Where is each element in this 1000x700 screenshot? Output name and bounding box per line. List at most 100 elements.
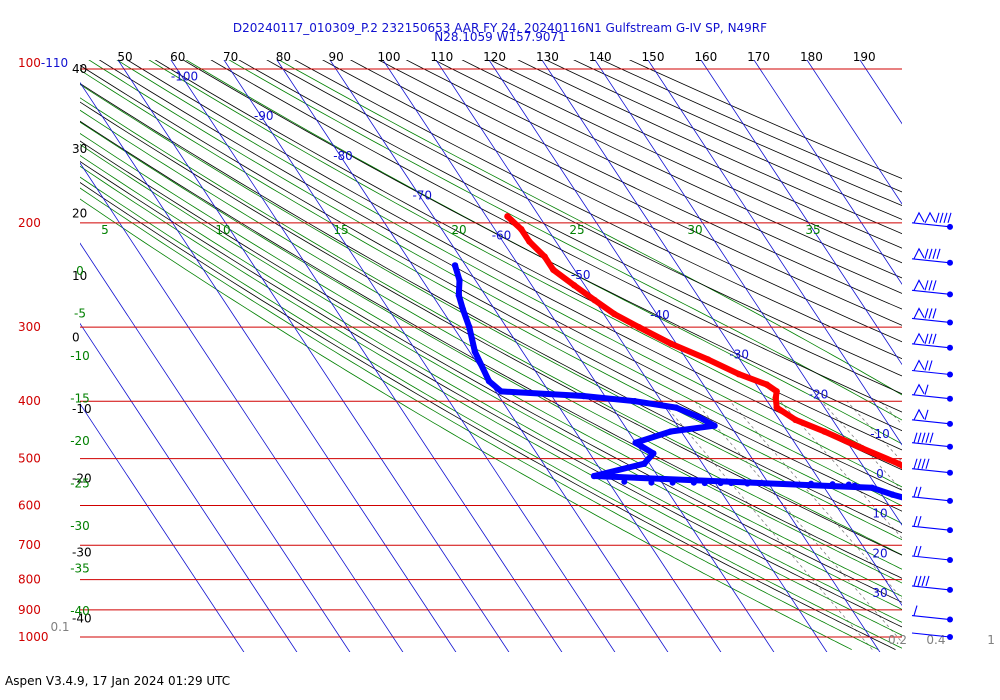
wind-barb-staff — [911, 632, 951, 638]
pressure-label: 200 — [18, 216, 41, 230]
dry-adiabat-line — [80, 82, 902, 534]
theta-label: 60 — [170, 50, 185, 64]
wind-barb-staff — [911, 289, 951, 295]
moist-adiabat-label: 20 — [451, 223, 466, 237]
wind-barb-tick — [928, 360, 933, 371]
wind-barb-pennant — [913, 408, 925, 421]
wind-barb-tick — [928, 248, 933, 259]
wind-barb-staff — [911, 496, 951, 502]
dewpoint-point — [471, 348, 479, 355]
wind-barb-tick — [924, 333, 929, 344]
isotherm-label: -100 — [171, 69, 198, 83]
dewpoint-scatter-point — [845, 481, 852, 488]
wind-barb — [911, 359, 953, 378]
wind-barb — [911, 408, 953, 427]
wind-barbs — [911, 211, 953, 640]
wind-barb-tick — [924, 248, 929, 259]
dewpoint-scatter-point — [808, 480, 815, 487]
dry-adiabat-line — [154, 60, 902, 451]
moist-adiabat-line — [88, 60, 902, 507]
isotherm-label: -20 — [809, 387, 829, 401]
temperature-point — [946, 489, 952, 495]
temperature-point — [735, 370, 742, 378]
moist-adiabat-line — [80, 176, 902, 649]
wind-barb-pennant — [913, 247, 925, 260]
dry-adiabat-line — [377, 60, 902, 310]
temperature-point — [792, 416, 799, 424]
dry-adiabat-line — [266, 60, 902, 377]
wind-barb — [911, 211, 953, 230]
dewpoint-point — [459, 306, 467, 313]
isotherm-label: -30 — [729, 348, 749, 362]
moist-adiabat-line — [80, 97, 902, 556]
height-label: -30 — [72, 545, 92, 559]
moist-adiabat-label: -30 — [70, 519, 90, 533]
isotherm-line — [223, 60, 616, 652]
wind-barb-tick — [921, 432, 926, 443]
theta-label: 100 — [378, 50, 401, 64]
moist-adiabat-label: 0 — [76, 264, 84, 278]
wind-barb — [911, 632, 953, 640]
mixing-ratio-label: 1 — [987, 633, 995, 647]
wind-barb-staff — [911, 555, 951, 561]
dry-adiabat-line — [294, 60, 902, 360]
wind-barb — [911, 332, 953, 351]
moist-adiabat-line — [80, 121, 902, 584]
isotherm-label: 30 — [872, 586, 887, 600]
wind-barb-pennant — [913, 383, 925, 395]
isotherm-line — [753, 60, 902, 285]
wind-barb-tick — [913, 575, 918, 587]
wind-barb-pennant — [924, 211, 936, 224]
mixing-ratio-line — [981, 401, 1000, 649]
wind-barb-tick — [936, 248, 941, 259]
moist-adiabat-line — [80, 154, 902, 623]
mixing-ratio-line — [942, 401, 1000, 649]
isotherm-line — [938, 17, 1000, 661]
temperature-point — [611, 310, 618, 318]
wind-barb-tick — [917, 432, 922, 443]
wind-barb-tick — [921, 575, 926, 587]
wind-barb-pennant — [913, 307, 925, 319]
moist-adiabat-label: -40 — [70, 604, 90, 618]
dry-adiabat-line — [80, 140, 902, 603]
temperature-point — [821, 428, 828, 435]
dewpoint-scatter-point — [829, 481, 836, 488]
moist-adiabat-label: -35 — [70, 562, 90, 576]
moist-adiabat-line — [185, 60, 902, 445]
dewpoint-point — [455, 292, 463, 299]
wind-barb-tick — [913, 486, 918, 497]
dewpoint-point — [996, 556, 1000, 562]
temperature-point — [773, 388, 780, 395]
wind-barb-tick — [928, 333, 933, 344]
wind-barb — [911, 486, 953, 504]
moist-adiabat-label: -25 — [70, 477, 90, 491]
dewpoint-point — [466, 323, 473, 331]
temperature-point — [921, 475, 927, 481]
wind-barb-staff — [911, 419, 951, 425]
moist-adiabat-line — [80, 69, 902, 524]
dewpoint-point — [650, 450, 657, 457]
pressure-label: 300 — [18, 320, 41, 334]
wind-barb — [911, 383, 953, 402]
isotherm-line — [80, 322, 298, 652]
height-label: 30 — [72, 142, 87, 156]
mixing-ratio-lines — [661, 400, 1000, 650]
temperature-point — [518, 225, 525, 233]
wind-barb-tick — [932, 308, 937, 319]
isotherm-line — [329, 60, 722, 652]
moist-adiabat-line — [228, 60, 902, 421]
wind-barb-tick — [932, 248, 937, 259]
wind-barb-pennant — [913, 279, 925, 291]
dewpoint-scatter-point — [669, 479, 676, 486]
dry-adiabat-line — [98, 60, 902, 491]
temperature-point — [504, 213, 511, 220]
wind-barb — [911, 605, 953, 623]
dewpoint-scatter-point — [744, 480, 751, 487]
dewpoint-scatter-point — [621, 478, 628, 485]
isotherm-line — [80, 242, 351, 652]
temperature-point — [763, 381, 771, 388]
theta-label: 150 — [642, 50, 665, 64]
isobars — [80, 68, 902, 638]
wind-barb-tick — [939, 212, 944, 223]
